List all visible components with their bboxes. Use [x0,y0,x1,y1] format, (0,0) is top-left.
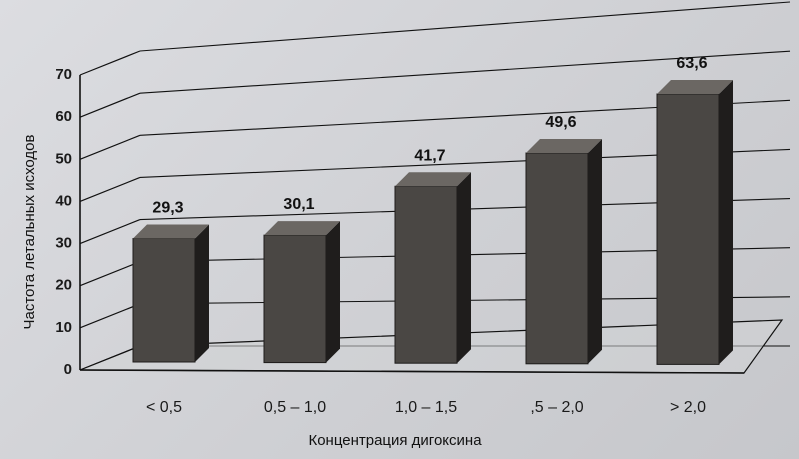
bar-top [133,224,209,239]
gridline-side [79,134,141,160]
y-tick-label: 60 [55,108,72,125]
bar-top [526,138,602,153]
bar-side [719,79,733,365]
x-tick-label: > 2,0 [670,399,706,416]
bar-top [657,79,733,94]
gridline [139,1,791,52]
y-tick-label: 20 [55,277,72,294]
data-label: 49,6 [545,114,576,131]
bar-side [195,224,209,362]
y-axis-title: Частота летальных исходов [21,134,38,329]
gridline-side [79,219,141,245]
bar [656,79,733,365]
bar-front [263,234,327,364]
x-tick-label: ,5 – 2,0 [530,399,583,416]
bars [132,79,733,365]
bar [263,221,340,364]
gridline-side [79,50,141,76]
gridline-side [79,92,141,118]
x-tick-label: < 0,5 [146,399,182,416]
y-tick-label: 0 [64,361,72,378]
x-axis-title: Концентрация дигоксина [308,432,482,449]
bar-side [588,138,602,364]
bar-top [395,172,471,187]
bar-front [394,185,458,364]
x-tick-label: 1,0 – 1,5 [395,399,457,416]
x-axis-ticks: < 0,5 0,5 – 1,0 1,0 – 1,5 ,5 – 2,0 > 2,0 [146,399,706,416]
x-axis-line [79,369,745,374]
bar-front [656,93,720,365]
data-label: 30,1 [283,196,314,213]
bar-top [264,221,340,236]
y-tick-label: 50 [55,150,72,167]
bar-front [525,152,589,365]
data-label: 63,6 [676,55,707,72]
bar [394,172,471,364]
data-label: 41,7 [414,147,445,164]
y-axis-ticks: 0 10 20 30 40 50 60 70 [55,66,72,378]
bar-side [457,172,471,364]
bar [525,138,602,365]
gridline-side [79,176,141,202]
y-tick-label: 30 [55,235,72,252]
y-tick-label: 40 [55,192,72,209]
bar-side [326,221,340,363]
gridline-side [79,303,141,329]
y-tick-label: 10 [55,319,72,336]
data-label: 29,3 [152,200,183,217]
data-labels: 29,3 30,1 41,7 49,6 63,6 [152,55,707,217]
gridline-side [79,261,141,287]
bar [132,224,209,363]
gridline [139,50,791,94]
bar-front [132,238,196,363]
x-tick-label: 0,5 – 1,0 [264,399,326,416]
y-tick-label: 70 [55,66,72,83]
